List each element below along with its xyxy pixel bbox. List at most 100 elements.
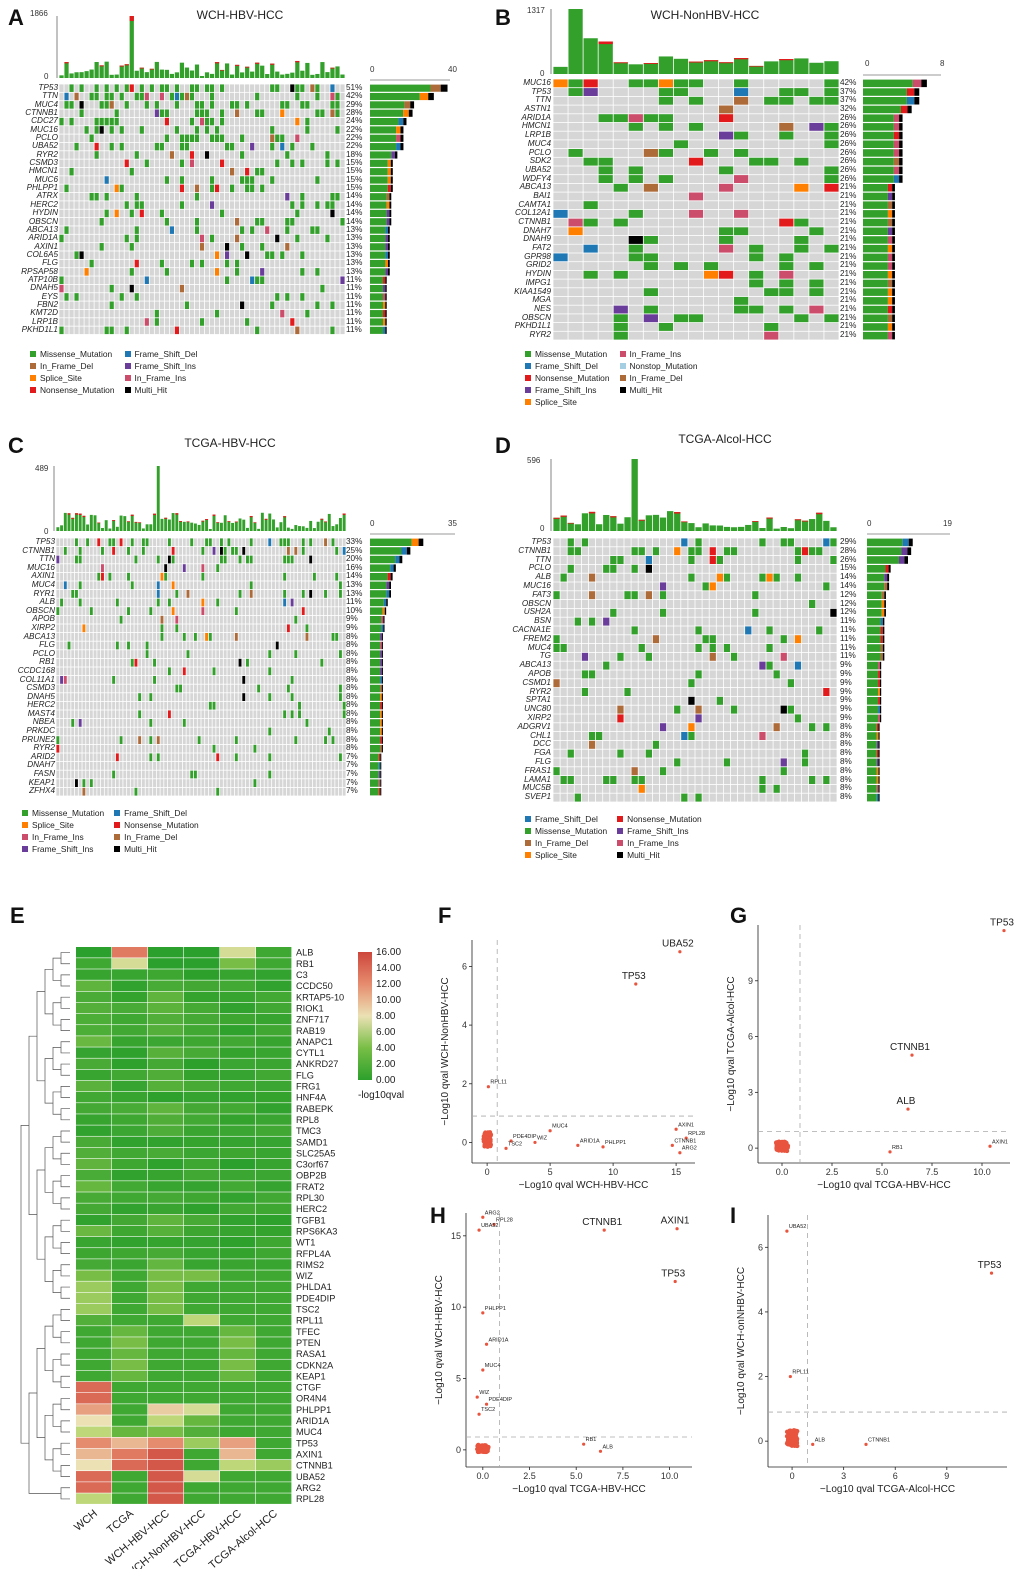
mutation-cell: [219, 555, 223, 564]
mutation-cell: [272, 581, 275, 590]
mutation-cell: [109, 201, 114, 209]
mutation-cell: [212, 744, 216, 753]
mutation-cell: [240, 234, 245, 243]
mutation-cell: [174, 84, 180, 92]
mutation-cell: [204, 159, 210, 168]
mutation-cell: [99, 234, 104, 243]
mutation-cell: [154, 167, 159, 176]
mutation-cell: [164, 555, 168, 564]
mutation-cell: [69, 326, 74, 335]
mutation-cell: [79, 201, 84, 209]
mutation-cell: [257, 667, 261, 676]
mutation-cell: [171, 607, 175, 615]
mutation-cell: [270, 142, 275, 151]
mutation-cell: [205, 753, 209, 762]
mutation-cell: [272, 590, 275, 598]
mutation-cell: [141, 736, 145, 744]
gene-bar-other: [380, 745, 382, 753]
mutation-cell: [280, 318, 285, 326]
mutation-cell: [327, 744, 331, 753]
mutation-cell: [327, 762, 331, 770]
gene-bar-missense: [370, 719, 381, 727]
gene-bar-missense: [370, 101, 405, 109]
mutation-cell: [134, 151, 139, 159]
mutation-cell: [193, 547, 197, 555]
mutation-cell: [265, 151, 270, 159]
mutation-cell: [238, 572, 242, 581]
gene-percent: 11%: [346, 291, 362, 301]
mutation-cell: [184, 209, 190, 218]
mutation-cell: [201, 710, 205, 719]
mutation-cell: [342, 719, 346, 727]
mutation-cell: [219, 301, 225, 310]
mutation-cell: [174, 92, 180, 101]
mutation-cell: [242, 607, 246, 615]
top-axis-max: 1866: [30, 9, 48, 18]
mutation-cell: [205, 710, 209, 719]
gene-bar-other: [395, 555, 400, 564]
mutation-cell: [209, 268, 215, 276]
mutation-cell: [324, 538, 328, 547]
mutation-cell: [779, 236, 794, 244]
mutation-cell: [104, 770, 108, 779]
mutation-cell: [174, 226, 180, 234]
tmb-bar: [330, 67, 335, 78]
mutation-cell: [824, 96, 839, 105]
mutation-cell: [179, 624, 183, 633]
mutation-cell: [283, 676, 287, 684]
mutation-cell: [257, 701, 261, 710]
mutation-cell: [205, 719, 209, 727]
mutation-cell: [56, 676, 60, 684]
mutation-cell: [144, 318, 149, 326]
mutation-cell: [223, 744, 227, 753]
mutation-cell: [749, 305, 764, 314]
mutation-cell: [119, 284, 124, 293]
gene-bar-other: [380, 676, 382, 684]
mutation-cell: [141, 538, 145, 547]
gene-bar-other: [887, 192, 893, 201]
mutation-cell: [79, 134, 84, 143]
mutation-cell: [97, 615, 101, 624]
mutation-cell: [275, 92, 280, 101]
mutation-cell: [568, 192, 583, 201]
mutation-cell: [56, 590, 60, 598]
legend-item: Splice_Site: [30, 373, 115, 383]
mutation-cell: [305, 667, 309, 676]
mutation-cell: [298, 547, 301, 555]
mutation-cell: [290, 658, 294, 667]
mutation-cell: [249, 719, 253, 727]
mutation-cell: [272, 615, 275, 624]
mutation-cell: [275, 667, 279, 676]
gene-percent: 21%: [840, 251, 857, 261]
mutation-cell: [86, 701, 90, 710]
mutation-cell: [97, 633, 101, 641]
tmb-bar: [169, 73, 175, 78]
mutation-cell: [257, 762, 261, 770]
gene-bar-other: [387, 184, 391, 192]
mutation-cell: [134, 184, 139, 193]
mutation-cell: [63, 667, 67, 676]
mutation-cell: [305, 284, 310, 293]
gene-bar-missense: [370, 276, 384, 284]
mutation-cell: [129, 226, 134, 234]
mutation-cell: [230, 326, 235, 335]
mutation-cell: [658, 288, 674, 297]
mutation-cell: [583, 236, 598, 244]
gene-bar-multihit: [389, 209, 392, 217]
mutation-cell: [331, 701, 335, 710]
mutation-cell: [114, 301, 119, 310]
mutation-cell: [658, 149, 674, 157]
mutation-cell: [231, 572, 235, 581]
mutation-cell: [253, 590, 257, 598]
mutation-cell: [184, 309, 190, 318]
mutation-cell: [290, 555, 294, 564]
mutation-cell: [82, 727, 86, 736]
mutation-cell: [78, 719, 82, 727]
mutation-cell: [268, 564, 272, 572]
mutation-cell: [193, 701, 197, 710]
mutation-cell: [253, 650, 257, 658]
mutation-cell: [824, 323, 839, 331]
gene-bar-multihit: [384, 607, 387, 615]
mutation-cell: [174, 268, 180, 276]
mutation-cell: [93, 667, 97, 676]
